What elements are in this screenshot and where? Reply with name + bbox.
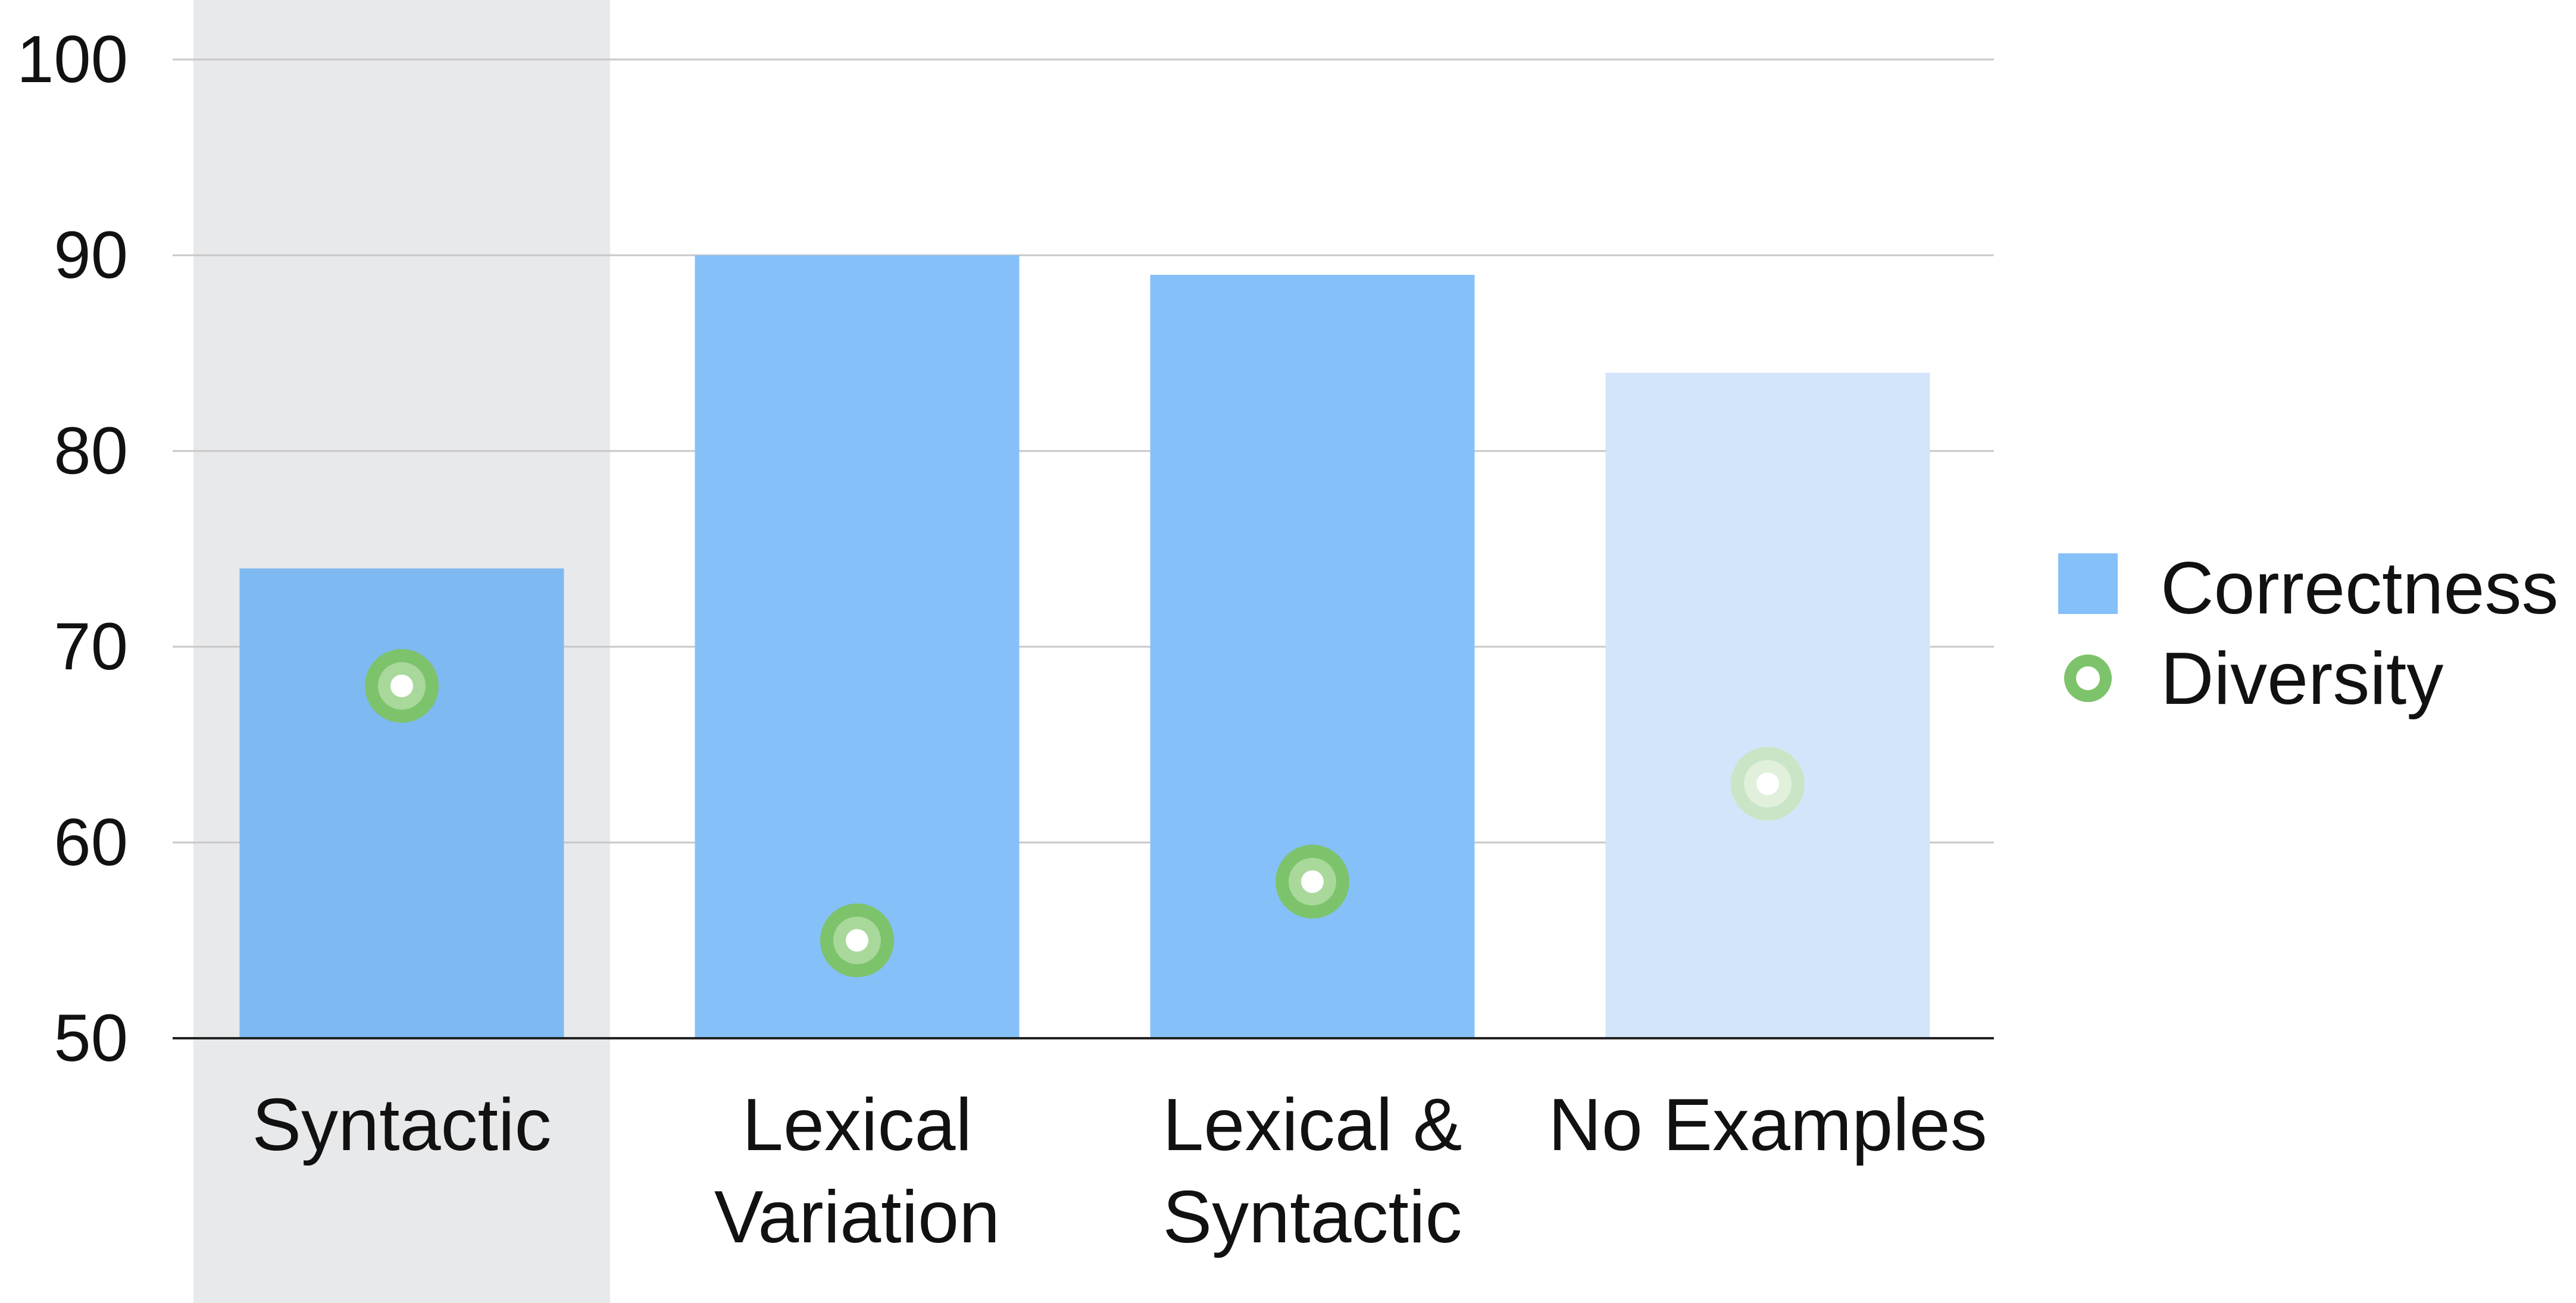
legend-swatch-correctness (2058, 553, 2118, 614)
correctness-bar (1606, 372, 1930, 1038)
x-category-label: No Examples (1548, 1084, 1987, 1166)
legend-marker-diversity-center (2076, 666, 2100, 690)
y-tick-label: 100 (17, 22, 128, 96)
diversity-point-center (846, 929, 868, 952)
correctness-bar (1151, 275, 1475, 1038)
y-tick-label: 60 (54, 805, 128, 879)
y-tick-label: 50 (54, 1001, 128, 1075)
x-category-label: Lexical & (1162, 1084, 1462, 1166)
diversity-point-center (1756, 772, 1779, 795)
legend-label-diversity: Diversity (2161, 638, 2443, 720)
x-category-label: Syntactic (1162, 1176, 1462, 1258)
x-category-label: Lexical (742, 1084, 972, 1166)
correctness-bar (240, 568, 564, 1038)
diversity-point-center (390, 675, 413, 697)
y-tick-label: 70 (54, 609, 128, 684)
legend: Correctness Diversity (2058, 547, 2558, 720)
legend-label-correctness: Correctness (2161, 547, 2558, 629)
x-category-label: Syntactic (252, 1084, 551, 1166)
y-tick-label: 80 (54, 414, 128, 488)
x-category-label: Variation (714, 1176, 1000, 1258)
diversity-point-center (1301, 870, 1324, 893)
y-tick-label: 90 (54, 218, 128, 292)
